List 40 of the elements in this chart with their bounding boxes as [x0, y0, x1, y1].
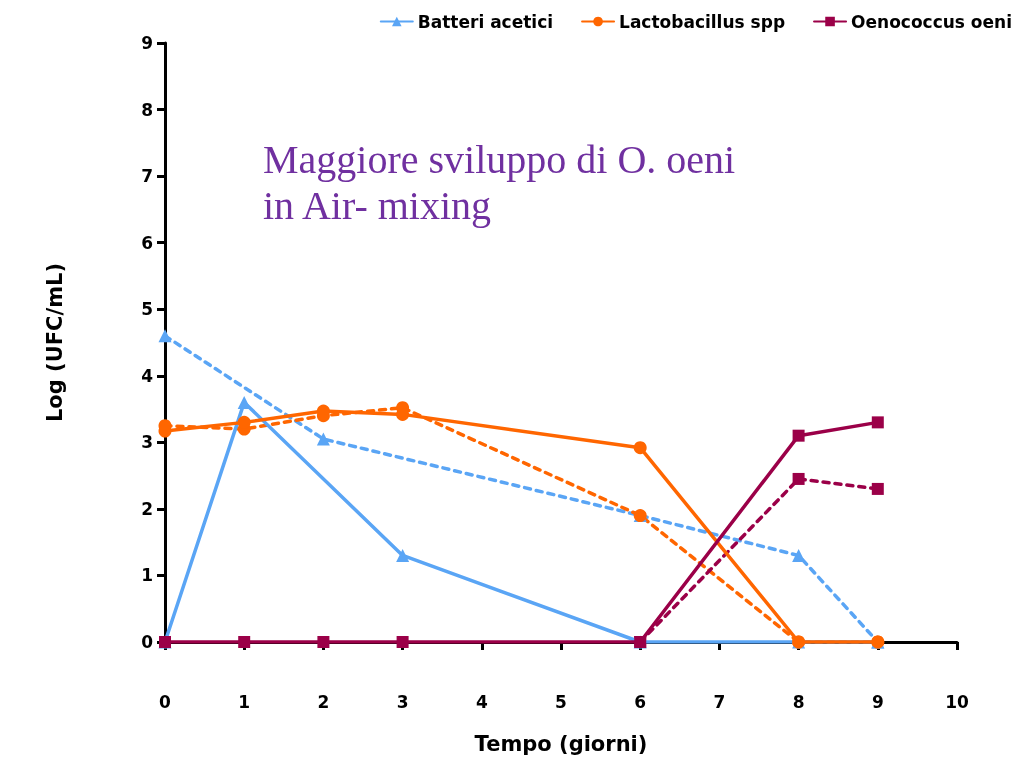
x-tick-label: 6 — [634, 691, 647, 712]
point — [871, 482, 884, 495]
point — [237, 395, 251, 409]
point — [317, 636, 330, 648]
y-tick-label: 6 — [141, 232, 153, 253]
point — [792, 472, 805, 485]
y-tick-label: 9 — [141, 33, 153, 53]
legend-label: Batteri acetici — [417, 11, 554, 32]
legend-label: Oenococcus oeni — [851, 11, 1012, 32]
y-tick-label: 7 — [141, 166, 153, 187]
y-tick-label: 8 — [141, 99, 153, 120]
y-axis-title: Log (UFC/mL) — [42, 262, 67, 423]
y-tick-label: 4 — [141, 365, 154, 386]
x-tick-label: 4 — [475, 691, 488, 712]
y-tick-label: 5 — [141, 299, 153, 320]
annotation: Maggiore sviluppo di O. oeni in Air- mixing — [263, 136, 736, 228]
x-tick-label: 2 — [317, 691, 330, 712]
x-tick-label: 10 — [945, 691, 969, 712]
y-tick-label: 3 — [141, 432, 153, 453]
x-axis-title: Tempo (giorni) — [474, 731, 648, 756]
y-tick-label: 2 — [141, 498, 153, 519]
point — [158, 329, 172, 343]
point — [238, 636, 251, 648]
y-tick-label: 1 — [141, 565, 153, 586]
legend-label: Lactobacillus spp — [619, 11, 786, 32]
point — [871, 416, 884, 429]
point — [316, 432, 330, 446]
x-tick-label: 8 — [792, 691, 805, 712]
point — [396, 548, 410, 562]
point — [792, 429, 805, 442]
x-tick-label: 5 — [555, 691, 567, 712]
point — [396, 636, 409, 648]
x-tick-label: 3 — [396, 691, 409, 712]
x-tick-label: 0 — [159, 691, 172, 712]
point — [633, 441, 647, 455]
x-tick-label: 9 — [871, 691, 884, 712]
x-tick-label: 7 — [713, 691, 726, 712]
x-tick-label: 1 — [238, 691, 251, 712]
y-tick-label: 0 — [141, 632, 154, 652]
point — [792, 548, 806, 562]
